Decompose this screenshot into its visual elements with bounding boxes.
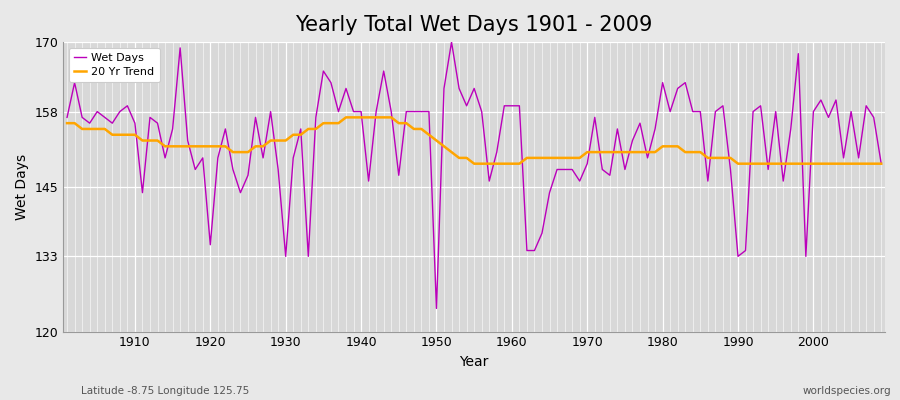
20 Yr Trend: [122, 132, 133, 137]
X-axis label: Year: Year: [460, 355, 489, 369]
Wet Days: [521, 248, 532, 253]
20 Yr Trend: [876, 161, 886, 166]
Legend: Wet Days, 20 Yr Trend: Wet Days, 20 Yr Trend: [68, 48, 160, 82]
Line: Wet Days: Wet Days: [68, 42, 881, 308]
Wet Days: [514, 103, 525, 108]
Wet Days: [62, 115, 73, 120]
20 Yr Trend: [333, 121, 344, 126]
Line: 20 Yr Trend: 20 Yr Trend: [68, 117, 881, 164]
20 Yr Trend: [469, 161, 480, 166]
20 Yr Trend: [612, 150, 623, 154]
20 Yr Trend: [62, 121, 73, 126]
20 Yr Trend: [521, 156, 532, 160]
Title: Yearly Total Wet Days 1901 - 2009: Yearly Total Wet Days 1901 - 2009: [295, 15, 652, 35]
20 Yr Trend: [340, 115, 351, 120]
Wet Days: [431, 306, 442, 311]
Y-axis label: Wet Days: Wet Days: [15, 154, 29, 220]
Wet Days: [876, 161, 886, 166]
20 Yr Trend: [288, 132, 299, 137]
Wet Days: [612, 126, 623, 131]
Wet Days: [288, 156, 299, 160]
Text: worldspecies.org: worldspecies.org: [803, 386, 891, 396]
Wet Days: [333, 109, 344, 114]
Text: Latitude -8.75 Longitude 125.75: Latitude -8.75 Longitude 125.75: [81, 386, 249, 396]
Wet Days: [122, 103, 133, 108]
Wet Days: [446, 40, 457, 44]
20 Yr Trend: [514, 161, 525, 166]
